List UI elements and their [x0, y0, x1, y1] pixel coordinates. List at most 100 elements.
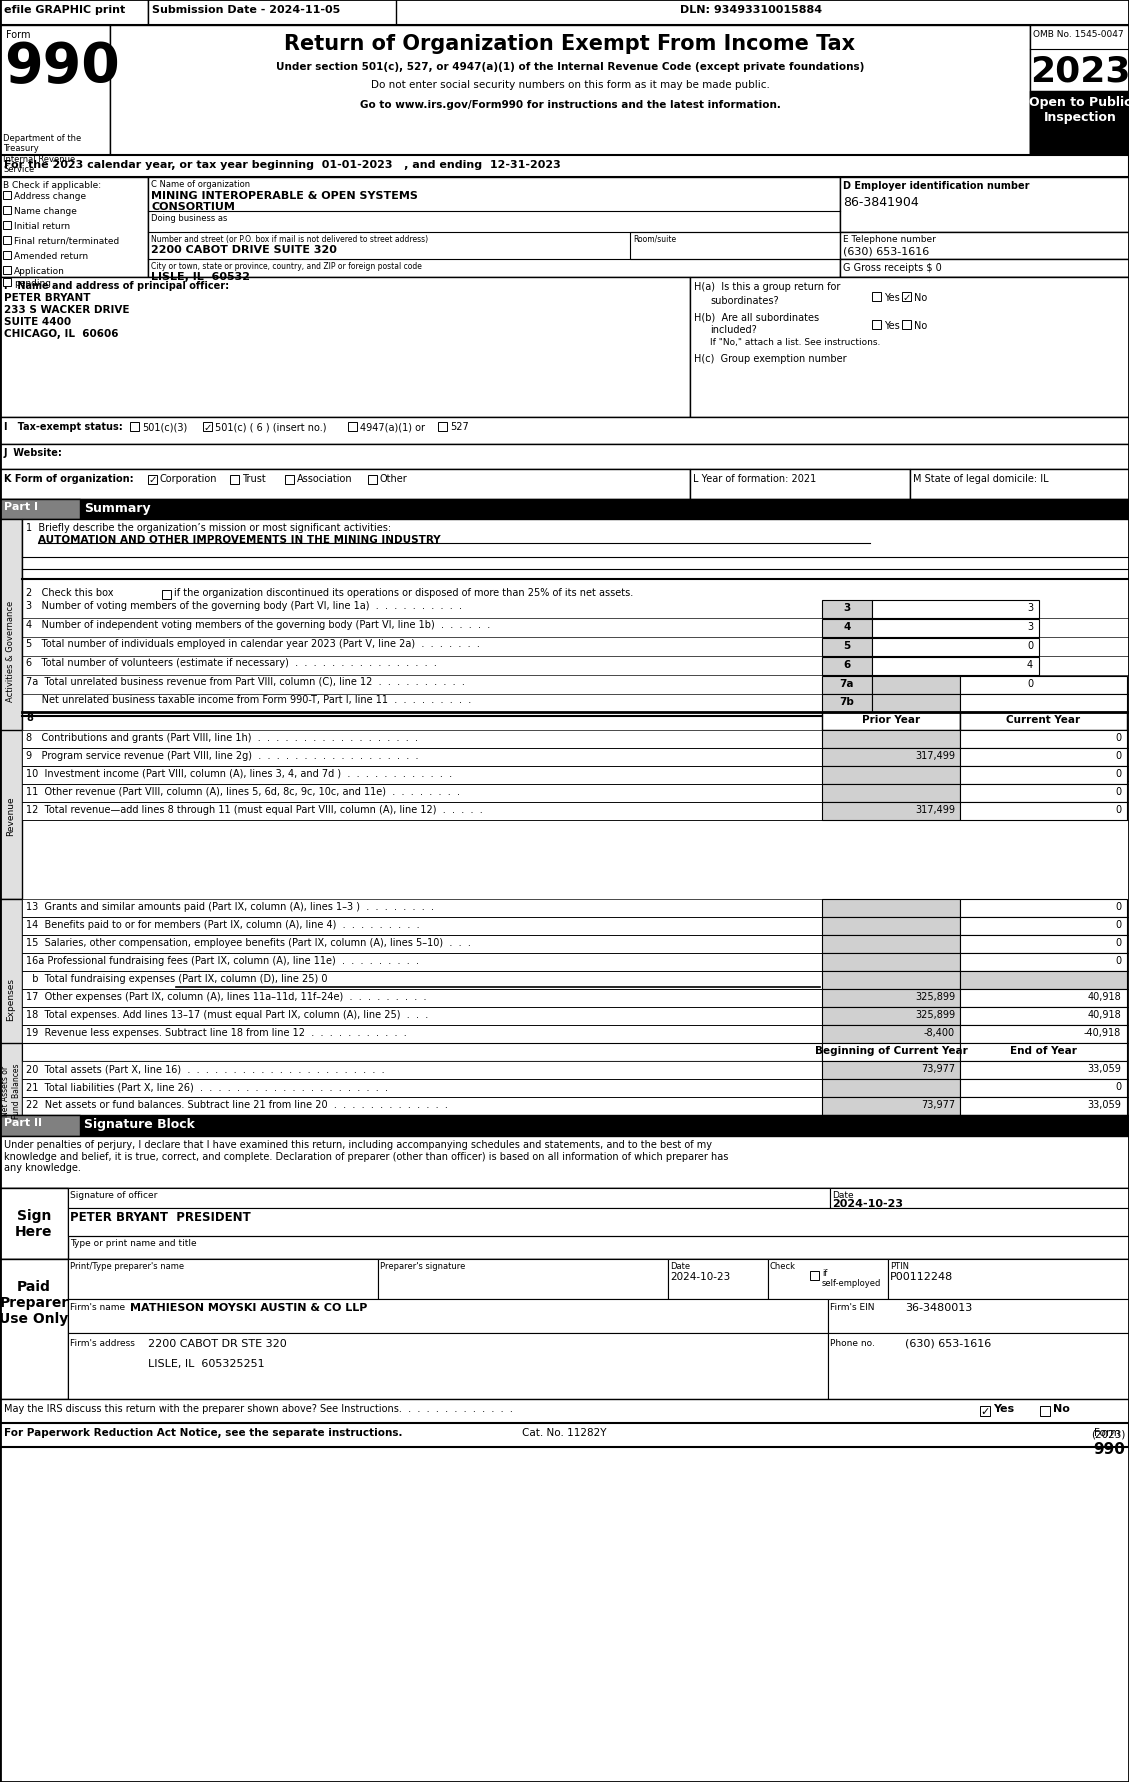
- Text: K Form of organization:: K Form of organization:: [5, 474, 133, 483]
- Bar: [21, 936, 822, 953]
- Bar: [822, 638, 872, 656]
- Text: 6: 6: [843, 659, 850, 670]
- Bar: [3, 192, 11, 200]
- Text: Activities & Governance: Activities & Governance: [7, 601, 16, 702]
- Bar: [822, 677, 872, 695]
- Text: F  Name and address of principal officer:: F Name and address of principal officer:: [5, 282, 229, 290]
- Bar: [960, 989, 1127, 1007]
- Text: Yes: Yes: [884, 292, 900, 303]
- Bar: [809, 1271, 819, 1279]
- Bar: [960, 1007, 1127, 1025]
- Text: 4: 4: [843, 622, 850, 631]
- Text: 233 S WACKER DRIVE: 233 S WACKER DRIVE: [5, 305, 130, 315]
- Text: 7b: 7b: [840, 697, 855, 707]
- Text: 8   Contributions and grants (Part VIII, line 1h)  .  .  .  .  .  .  .  .  .  . : 8 Contributions and grants (Part VIII, l…: [26, 732, 418, 743]
- Text: D Employer identification number: D Employer identification number: [843, 182, 1030, 191]
- Text: 73,977: 73,977: [921, 1064, 955, 1073]
- Bar: [21, 1080, 822, 1098]
- Bar: [872, 658, 1039, 675]
- Bar: [872, 620, 1039, 638]
- Text: Firm's address: Firm's address: [70, 1338, 134, 1347]
- Bar: [960, 1062, 1127, 1080]
- Text: pending: pending: [14, 278, 51, 289]
- Text: Number and street (or P.O. box if mail is not delivered to street address): Number and street (or P.O. box if mail i…: [151, 235, 428, 244]
- Bar: [872, 601, 1039, 618]
- Text: 325,899: 325,899: [914, 991, 955, 1001]
- Bar: [0, 0, 148, 27]
- Text: Other: Other: [380, 474, 408, 483]
- Text: 21  Total liabilities (Part X, line 26)  .  .  .  .  .  .  .  .  .  .  .  .  .  : 21 Total liabilities (Part X, line 26) .…: [26, 1082, 388, 1091]
- Bar: [0, 1424, 1129, 1447]
- Bar: [3, 267, 11, 274]
- Bar: [872, 321, 881, 330]
- Text: Net Assets or
Fund Balances: Net Assets or Fund Balances: [1, 1062, 20, 1117]
- Text: Date: Date: [832, 1190, 854, 1199]
- Bar: [822, 989, 960, 1007]
- Bar: [822, 695, 872, 713]
- Text: 0: 0: [1114, 804, 1121, 814]
- Text: No: No: [1053, 1402, 1070, 1413]
- Bar: [822, 900, 960, 918]
- Bar: [21, 748, 822, 766]
- Bar: [822, 620, 872, 638]
- Text: 33,059: 33,059: [1087, 1064, 1121, 1073]
- Bar: [0, 0, 1129, 27]
- Text: 0: 0: [1114, 937, 1121, 948]
- Text: 17  Other expenses (Part IX, column (A), lines 11a–11d, 11f–24e)  .  .  .  .  . : 17 Other expenses (Part IX, column (A), …: [26, 991, 427, 1001]
- Text: 0: 0: [1027, 642, 1033, 650]
- Text: Amended return: Amended return: [14, 251, 88, 260]
- Text: 11  Other revenue (Part VIII, column (A), lines 5, 6d, 8c, 9c, 10c, and 11e)  . : 11 Other revenue (Part VIII, column (A),…: [26, 786, 460, 797]
- Bar: [960, 695, 1127, 713]
- Text: 0: 0: [1114, 920, 1121, 930]
- Bar: [438, 422, 447, 431]
- Text: May the IRS discuss this return with the preparer shown above? See Instructions.: May the IRS discuss this return with the…: [5, 1402, 513, 1413]
- Bar: [0, 1044, 21, 1137]
- Bar: [0, 499, 80, 520]
- Text: CONSORTIUM: CONSORTIUM: [151, 201, 235, 212]
- Text: Initial return: Initial return: [14, 223, 70, 232]
- Text: Under penalties of perjury, I declare that I have examined this return, includin: Under penalties of perjury, I declare th…: [5, 1139, 728, 1173]
- Text: Room/suite: Room/suite: [633, 235, 676, 244]
- Text: Net unrelated business taxable income from Form 990-T, Part I, line 11  .  .  . : Net unrelated business taxable income fr…: [26, 695, 471, 704]
- Bar: [0, 1116, 80, 1137]
- Bar: [960, 1098, 1127, 1116]
- Bar: [0, 1189, 68, 1260]
- Text: Address change: Address change: [14, 192, 86, 201]
- Bar: [0, 1399, 1129, 1424]
- Bar: [21, 971, 822, 989]
- Bar: [690, 470, 910, 499]
- Text: PTIN: PTIN: [890, 1262, 909, 1271]
- Text: M State of legal domicile: IL: M State of legal domicile: IL: [913, 474, 1049, 483]
- Bar: [0, 1116, 1129, 1137]
- Text: G Gross receipts $ 0: G Gross receipts $ 0: [843, 264, 942, 273]
- Bar: [822, 784, 960, 802]
- Bar: [910, 470, 1129, 499]
- Bar: [348, 422, 357, 431]
- Text: efile GRAPHIC print: efile GRAPHIC print: [5, 5, 125, 14]
- Bar: [0, 499, 1129, 520]
- Bar: [828, 1333, 1129, 1399]
- Bar: [822, 918, 960, 936]
- Text: 501(c)(3): 501(c)(3): [142, 422, 187, 431]
- Bar: [690, 278, 1129, 417]
- Text: For the 2023 calendar year, or tax year beginning  01-01-2023   , and ending  12: For the 2023 calendar year, or tax year …: [5, 160, 561, 169]
- Bar: [68, 1333, 828, 1399]
- Bar: [960, 677, 1127, 695]
- Text: MATHIESON MOYSKI AUSTIN & CO LLP: MATHIESON MOYSKI AUSTIN & CO LLP: [130, 1303, 367, 1312]
- Bar: [822, 971, 960, 989]
- Bar: [21, 1044, 822, 1062]
- Bar: [902, 292, 911, 301]
- Bar: [21, 731, 822, 748]
- Text: 40,918: 40,918: [1087, 1009, 1121, 1019]
- Text: Current Year: Current Year: [1006, 715, 1080, 725]
- Bar: [960, 918, 1127, 936]
- Bar: [110, 27, 1030, 155]
- Bar: [285, 476, 294, 485]
- Text: Prior Year: Prior Year: [861, 715, 920, 725]
- Bar: [960, 748, 1127, 766]
- Text: 0: 0: [1114, 902, 1121, 911]
- Bar: [902, 321, 911, 330]
- Bar: [0, 417, 1129, 446]
- Text: Name change: Name change: [14, 207, 77, 216]
- Bar: [872, 638, 1039, 656]
